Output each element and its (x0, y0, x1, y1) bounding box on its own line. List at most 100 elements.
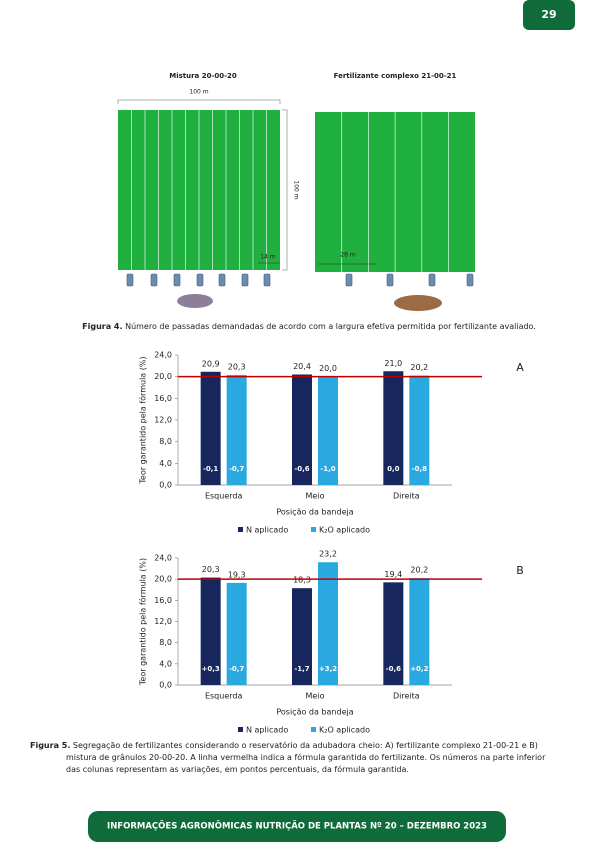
deviation-label: -1,7 (294, 665, 309, 673)
footer-bar (88, 811, 506, 842)
value-label: 20,2 (410, 566, 428, 575)
caption-label: Figura 5. (30, 741, 71, 750)
x-tick-label: Esquerda (205, 692, 243, 701)
y-tick-label: 4,0 (159, 659, 172, 668)
bar (200, 577, 221, 685)
bar (292, 374, 312, 485)
right-pass-label: 28 m (340, 252, 356, 259)
x-axis-label: Posição da bandeja (276, 708, 353, 717)
deviation-label: -0,8 (412, 465, 427, 473)
bar (226, 375, 247, 485)
figure4-caption: Figura 4. Número de passadas demandadas … (74, 321, 544, 333)
height-bracket (282, 109, 288, 271)
y-tick-label: 24,0 (154, 351, 172, 360)
legend-label: K₂O aplicado (319, 726, 370, 735)
x-axis-label: Posição da bandeja (276, 508, 353, 517)
spreader (150, 273, 158, 287)
y-axis-label: Teor garantido pela fórmula (%) (138, 356, 148, 484)
left-field-title: Mistura 20-00-20 (169, 72, 237, 80)
height-label: 100 m (293, 180, 300, 199)
spreader (386, 273, 394, 287)
y-tick-label: 0,0 (159, 681, 172, 690)
left-pass-label: 14 m (260, 254, 276, 261)
x-tick-label: Direita (393, 692, 420, 701)
width-bracket (117, 99, 281, 104)
spreader (345, 273, 353, 287)
panel-label: A (516, 361, 524, 374)
value-label: 19,3 (228, 570, 246, 579)
x-tick-label: Direita (393, 492, 420, 501)
legend-label: N aplicado (246, 726, 288, 735)
spreader (196, 273, 204, 287)
bar (226, 582, 247, 685)
deviation-label: -0,7 (229, 665, 244, 673)
bar (200, 371, 221, 485)
legend-swatch (311, 527, 316, 532)
width-label: 100 m (189, 89, 208, 96)
deviation-label: +0,2 (410, 665, 428, 673)
y-tick-label: 12,0 (154, 617, 172, 626)
y-tick-label: 20,0 (154, 575, 172, 584)
x-tick-label: Meio (306, 492, 325, 501)
legend-label: N aplicado (246, 526, 288, 535)
caption-text: Segregação de fertilizantes considerando… (66, 741, 546, 774)
complex-granules (394, 295, 442, 311)
bar (383, 371, 404, 485)
y-tick-label: 8,0 (159, 437, 172, 446)
value-label: 19,4 (384, 570, 402, 579)
bar (409, 375, 430, 485)
spreader (241, 273, 249, 287)
legend-label: K₂O aplicado (319, 526, 370, 535)
page-number-box (523, 0, 575, 30)
panel-label: B (516, 564, 524, 577)
bar (409, 578, 430, 685)
value-label: 20,0 (319, 364, 337, 373)
value-label: 20,2 (410, 363, 428, 372)
value-label: 18,3 (293, 576, 311, 585)
deviation-label: +0,3 (202, 665, 220, 673)
spreader (263, 273, 271, 287)
legend-swatch (238, 727, 243, 732)
right-field-title: Fertilizante complexo 21-00-21 (334, 72, 457, 80)
spreader (173, 273, 181, 287)
deviation-label: -0,7 (229, 465, 244, 473)
y-tick-label: 0,0 (159, 481, 172, 490)
page-number: 29 (541, 8, 556, 21)
y-tick-label: 16,0 (154, 394, 172, 403)
y-tick-label: 20,0 (154, 372, 172, 381)
spreader (126, 273, 134, 287)
spreader (218, 273, 226, 287)
y-tick-label: 12,0 (154, 416, 172, 425)
spreader (428, 273, 436, 287)
x-tick-label: Esquerda (205, 492, 243, 501)
y-tick-label: 24,0 (154, 554, 172, 563)
value-label: 21,0 (384, 359, 402, 368)
legend-swatch (238, 527, 243, 532)
value-label: 20,9 (202, 359, 220, 368)
fields (118, 110, 475, 272)
footer: INFORMAÇÕES AGRONÔMICAS NUTRIÇÃO DE PLAN… (107, 820, 487, 832)
blend-granules (177, 294, 213, 308)
deviation-label: -0,6 (294, 465, 309, 473)
caption-label: Figura 4. (82, 322, 123, 331)
bar (292, 588, 312, 685)
y-tick-label: 4,0 (159, 459, 172, 468)
caption-text: Número de passadas demandadas de acordo … (125, 322, 536, 331)
deviation-label: -0,1 (203, 465, 218, 473)
spreader (466, 273, 474, 287)
y-axis-label: Teor garantido pela fórmula (%) (138, 558, 148, 686)
value-label: 20,4 (293, 362, 311, 371)
legend-swatch (311, 727, 316, 732)
deviation-label: +3,2 (319, 665, 337, 673)
value-label: 20,3 (202, 565, 220, 574)
x-tick-label: Meio (306, 692, 325, 701)
figure5-caption: Figura 5. Segregação de fertilizantes co… (30, 740, 555, 776)
bar (318, 376, 338, 485)
deviation-label: -0,6 (386, 665, 401, 673)
y-tick-label: 16,0 (154, 596, 172, 605)
bar (383, 582, 404, 685)
value-label: 20,3 (228, 363, 246, 372)
y-tick-label: 8,0 (159, 638, 172, 647)
